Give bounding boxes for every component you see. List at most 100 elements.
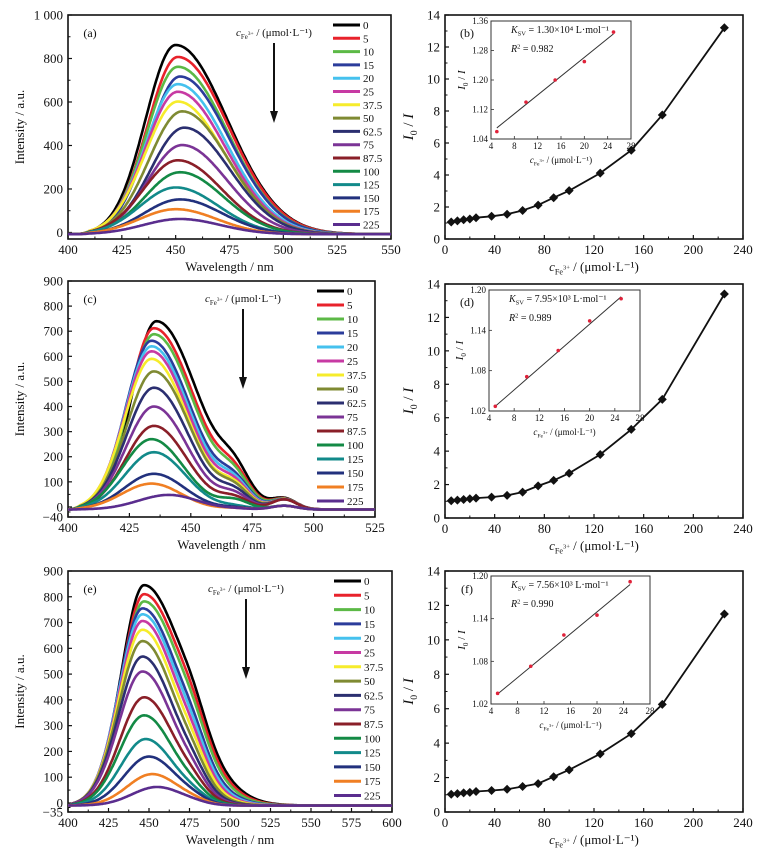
x-tick-label: 400	[58, 242, 78, 257]
data-point	[533, 779, 543, 789]
y-tick-label: −35	[43, 805, 63, 820]
data-point	[471, 213, 481, 223]
x-tick-label: 550	[381, 242, 401, 257]
data-point	[446, 496, 456, 506]
y-tick-label: 2	[434, 770, 441, 785]
quench-arrow-head-icon	[270, 111, 278, 123]
data-point	[533, 200, 543, 210]
x-tick-label: 600	[382, 815, 402, 830]
inset-x-tick-label: 4	[489, 706, 494, 716]
y-tick-label: 0	[57, 225, 64, 240]
y-tick-label: 100	[44, 770, 64, 785]
inset-x-tick-label: 16	[557, 141, 567, 151]
y-tick-label: 0	[434, 511, 441, 526]
y-tick-label: 600	[44, 349, 64, 364]
y-tick-label: 300	[44, 424, 64, 439]
x-tick-label: 425	[112, 242, 132, 257]
y-tick-label: 900	[44, 274, 64, 289]
inset-y-tick-label: 1.14	[472, 614, 488, 624]
y-tick-label: 12	[427, 598, 440, 613]
inset-data-point	[495, 691, 500, 696]
inset-data-point	[495, 129, 499, 134]
x-tick-label: 400	[58, 520, 78, 535]
data-point	[502, 490, 512, 500]
y-tick-label: 200	[44, 449, 64, 464]
x-tick-label: 0	[442, 521, 449, 536]
data-point	[595, 168, 605, 178]
x-axis-label: Wavelength / nm	[186, 832, 275, 847]
x-tick-label: 240	[733, 521, 753, 536]
ksv-annotation: KSV = 7.56×10³ L·mol⁻¹	[510, 580, 609, 593]
x-axis-label: cFe3+ / (μmol·L⁻¹)	[549, 832, 639, 849]
series-line-15	[68, 339, 375, 511]
inset-data-point	[528, 664, 533, 669]
data-point	[471, 493, 481, 503]
series-line-225	[68, 785, 392, 807]
y-tick-label: 12	[427, 40, 440, 55]
inset-x-tick-label: 8	[512, 141, 517, 151]
legend-label: 87.5	[363, 153, 383, 165]
data-point	[518, 206, 528, 216]
x-tick-label: 425	[120, 520, 140, 535]
x-axis-label: Wavelength / nm	[185, 259, 274, 274]
legend-label: 15	[347, 328, 359, 340]
inset-data-point	[595, 613, 599, 617]
x-tick-label: 0	[442, 242, 449, 257]
y-axis-label: Intensity / a.u.	[12, 654, 27, 728]
x-tick-label: 240	[733, 815, 753, 830]
r2-annotation: R2 = 0.982	[510, 44, 554, 56]
legend-label: 0	[347, 286, 353, 298]
y-tick-label: 600	[44, 94, 64, 109]
inset-x-axis-label: cFe3+ / (μmol·L⁻¹)	[539, 720, 601, 732]
data-point	[626, 145, 636, 155]
y-tick-label: −40	[43, 510, 63, 525]
legend-label: 225	[347, 496, 364, 508]
inset-y-axis-label: I0 / I	[456, 629, 470, 651]
y-tick-label: 800	[44, 589, 64, 604]
x-tick-label: 450	[181, 520, 201, 535]
ksv-annotation: KSV = 1.30×10⁴ L·mol⁻¹	[510, 25, 609, 38]
x-tick-label: 120	[584, 242, 604, 257]
x-tick-label: 200	[684, 521, 704, 536]
x-tick-label: 160	[634, 521, 654, 536]
ksv-annotation: KSV = 7.95×10³ L·mol⁻¹	[508, 294, 607, 307]
y-axis-label: I0 / I	[401, 677, 420, 706]
panel-label: (e)	[83, 582, 96, 596]
legend-label: 125	[364, 748, 381, 760]
data-point	[657, 699, 667, 709]
legend-label: 175	[364, 776, 381, 788]
y-axis-label: Intensity / a.u.	[12, 90, 27, 164]
legend-label: 50	[363, 113, 375, 125]
y-tick-label: 14	[427, 564, 441, 579]
series-line-225	[68, 493, 375, 511]
y-tick-label: 4	[434, 736, 441, 751]
inset-data-point	[553, 78, 557, 82]
x-tick-label: 450	[166, 242, 186, 257]
inset-chart: 4 8 12 16 20 24 28 1.04 1.12 1.20 1.28 1.36 cFe3+ / …	[456, 16, 636, 167]
x-tick-label: 40	[488, 815, 501, 830]
inset-data-point	[493, 404, 498, 409]
inset-data-point	[611, 30, 616, 34]
legend-label: 150	[347, 468, 364, 480]
x-axis-label: cFe3+ / (μmol·L⁻¹)	[549, 259, 639, 276]
y-tick-label: 500	[44, 374, 64, 389]
y-axis-label: I0 / I	[401, 387, 420, 416]
data-point	[471, 787, 481, 797]
x-tick-label: 160	[634, 815, 654, 830]
inset-x-tick-label: 24	[610, 413, 620, 423]
legend-label: 50	[364, 676, 376, 688]
data-point	[595, 749, 605, 759]
data-point	[719, 23, 729, 33]
x-axis-label: Wavelength / nm	[177, 537, 266, 552]
legend-label: 5	[364, 590, 370, 602]
y-axis-label: I0 / I	[401, 113, 420, 142]
inset-x-tick-label: 8	[512, 413, 517, 423]
legend-label: 0	[364, 576, 370, 588]
inset-data-point	[524, 374, 529, 379]
inset-data-point	[562, 633, 566, 637]
x-tick-label: 400	[58, 815, 78, 830]
inset-x-tick-label: 24	[603, 141, 613, 151]
chart-panel-e: 400 425 450 475 500 525 550 575 600−350100200300…	[12, 564, 402, 848]
y-tick-label: 800	[44, 51, 64, 66]
